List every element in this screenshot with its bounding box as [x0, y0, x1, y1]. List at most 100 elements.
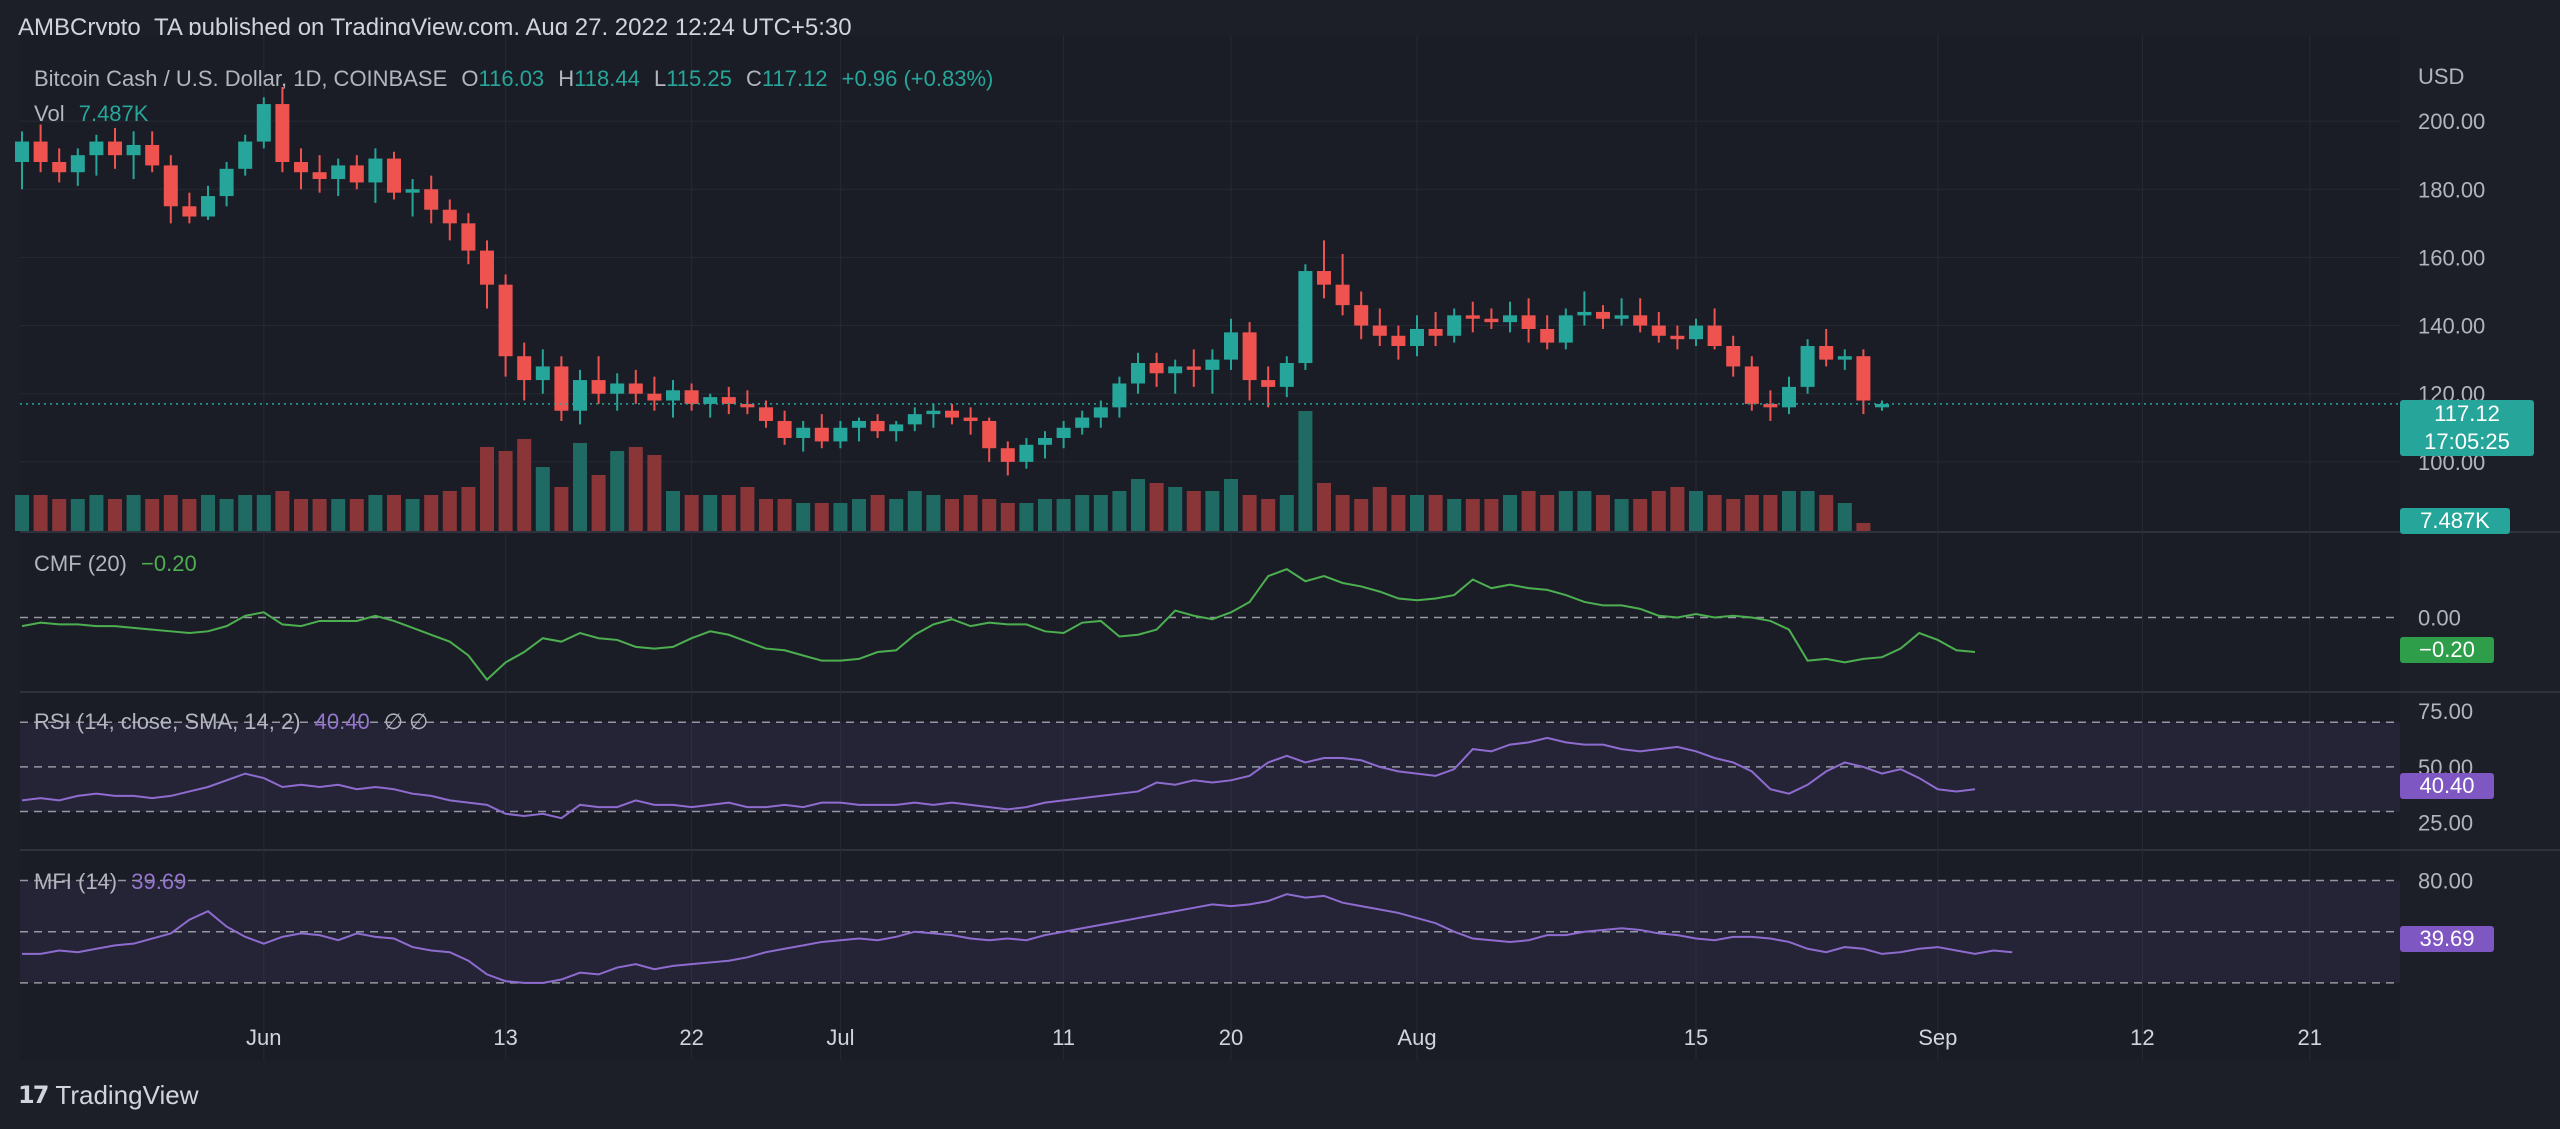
volume-bar-3 [70, 499, 85, 531]
volume-bar-39 [740, 487, 755, 531]
volume-bar-59 [1112, 491, 1127, 531]
time-tick-5: 20 [1219, 1025, 1243, 1050]
candle-body-57 [1075, 417, 1090, 428]
candle-body-38 [721, 397, 736, 404]
volume-bar-80 [1503, 495, 1517, 531]
volume-bar-86 [1614, 499, 1629, 531]
tradingview-footer[interactable]: 𝟭𝟳 TradingView [18, 1080, 198, 1111]
volume-bar-56 [1056, 499, 1071, 531]
volume-bar-93 [1744, 495, 1759, 531]
symbol-title: Bitcoin Cash / U.S. Dollar, 1D, COINBASE [34, 66, 448, 91]
volume-bar-79 [1484, 499, 1499, 531]
volume-bar-25 [480, 447, 494, 531]
candle-body-84 [1577, 311, 1592, 316]
candle-body-100 [1875, 403, 1889, 408]
volume-bar-26 [498, 451, 513, 531]
candle-body-64 [1205, 359, 1220, 370]
rsi-label: RSI (14, close, SMA, 14, 2) [34, 709, 301, 734]
candle-body-65 [1224, 332, 1238, 360]
volume-bar-44 [833, 503, 848, 531]
mfi-line [22, 893, 2013, 984]
price-tag-countdown: 17:05:25 [2424, 429, 2510, 454]
candle-body-25 [480, 250, 494, 285]
volume-legend: Vol 7.487K [34, 101, 148, 127]
volume-bar-62 [1168, 487, 1183, 531]
volume-bar-10 [201, 495, 215, 531]
candle-body-51 [963, 417, 978, 421]
candle-body-73 [1372, 325, 1387, 336]
candle-body-39 [740, 403, 755, 408]
candle-body-55 [1038, 438, 1052, 445]
price-tick-0: 200.00 [2418, 109, 2485, 134]
tradingview-brand: TradingView [55, 1080, 199, 1110]
candle-body-16 [312, 172, 327, 180]
volume-bar-63 [1186, 491, 1201, 531]
volume-bar-72 [1354, 499, 1369, 531]
tradingview-logo-icon: 𝟭𝟳 [18, 1082, 49, 1109]
volume-bar-65 [1224, 479, 1238, 531]
rsi-extra-icons[interactable]: ∅ ∅ [383, 709, 429, 734]
candle-body-61 [1149, 363, 1164, 374]
volume-bar-70 [1317, 483, 1331, 531]
change-value: +0.96 (+0.83%) [841, 66, 994, 91]
volume-label: Vol [34, 101, 65, 126]
candle-body-32 [610, 383, 625, 394]
candle-body-69 [1298, 271, 1313, 364]
candle-body-56 [1056, 427, 1071, 438]
candle-body-60 [1131, 363, 1145, 384]
volume-bar-71 [1335, 495, 1350, 531]
candle-body-85 [1596, 311, 1610, 319]
mfi-tag: 39.69 [2400, 926, 2494, 952]
rsi-tag: 40.40 [2400, 773, 2494, 799]
candle-body-41 [777, 420, 792, 438]
candle-body-45 [852, 420, 866, 428]
price-pane [15, 87, 2400, 476]
volume-bar-5 [108, 499, 122, 531]
volume-bar-74 [1391, 495, 1406, 531]
mfi-label: MFI (14) [34, 869, 118, 894]
cmf-label: CMF (20) [34, 551, 127, 576]
open-label: O [461, 66, 479, 91]
candle-body-18 [349, 165, 364, 183]
candle-body-98 [1837, 356, 1852, 360]
rsi-tick-2: 25.00 [2418, 811, 2473, 836]
volume-bar-35 [666, 491, 680, 531]
candle-body-58 [1093, 407, 1108, 418]
candle-body-27 [517, 356, 532, 381]
volume-bar-68 [1279, 495, 1294, 531]
price-tick-1: 180.00 [2418, 177, 2485, 202]
volume-bar-38 [721, 495, 736, 531]
candle-body-52 [982, 420, 997, 449]
volume-bar-67 [1261, 499, 1276, 531]
low-value: 115.25 [666, 66, 732, 91]
time-tick-3: Jul [826, 1025, 854, 1050]
candle-body-34 [647, 393, 662, 401]
volume-bar-15 [294, 499, 308, 531]
candle-body-77 [1447, 315, 1462, 336]
plot-background [20, 35, 2400, 1060]
candle-body-44 [833, 427, 848, 442]
volume-bar-96 [1800, 491, 1815, 531]
volume-bar-29 [554, 487, 569, 531]
close-label: C [746, 66, 762, 91]
volume-bar-81 [1521, 491, 1536, 531]
candle-body-4 [89, 141, 104, 156]
volume-bar-40 [759, 499, 773, 531]
mfi-pane [20, 879, 2400, 984]
volume-bar-94 [1763, 495, 1778, 531]
candle-body-20 [387, 158, 401, 193]
volume-bar-23 [442, 491, 457, 531]
volume-bar-6 [126, 495, 141, 531]
candle-body-23 [442, 209, 457, 224]
candle-body-72 [1354, 305, 1369, 326]
candle-body-46 [870, 420, 885, 432]
candle-body-92 [1726, 346, 1741, 367]
time-tick-0: Jun [246, 1025, 281, 1050]
volume-bar-54 [1019, 503, 1034, 531]
candle-body-3 [70, 155, 85, 173]
candle-body-83 [1558, 315, 1573, 343]
volume-bar-8 [163, 495, 178, 531]
volume-bar-92 [1726, 499, 1741, 531]
candle-body-40 [759, 407, 773, 421]
